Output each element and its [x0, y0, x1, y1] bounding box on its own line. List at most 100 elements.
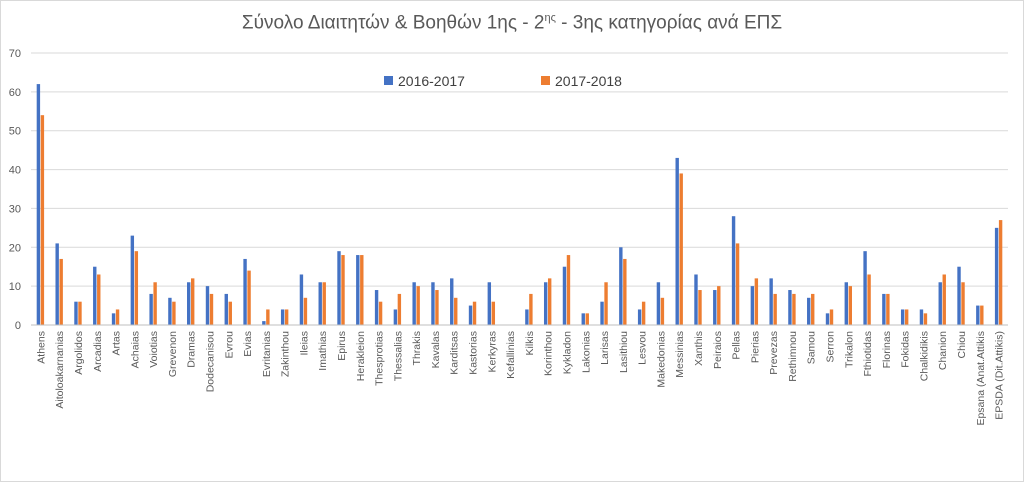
x-tick-label: Korinthou — [543, 331, 555, 376]
x-tick-label: Larisas — [599, 331, 611, 365]
x-tick-label: Kerkyras — [486, 331, 498, 372]
bar-2017-2018 — [172, 301, 176, 325]
bar-2017-2018 — [529, 293, 533, 325]
bar-2017-2018 — [735, 243, 740, 325]
bar-2017-2018 — [547, 278, 552, 325]
x-tick-label: Florinas — [881, 331, 893, 368]
bar-2017-2018 — [961, 282, 965, 325]
bar-2016-2017 — [581, 313, 585, 325]
x-tick-label: Lasithiou — [618, 331, 630, 373]
x-tick-label: EPSDA (Dit.Attikis) — [994, 331, 1006, 420]
bar-2017-2018 — [322, 282, 326, 325]
y-tick-label: 70 — [9, 48, 21, 60]
bar-2017-2018 — [923, 313, 928, 325]
bar-2017-2018 — [303, 297, 308, 325]
bar-2016-2017 — [525, 309, 529, 325]
x-tick-label: Imathias — [317, 331, 329, 371]
y-tick-label: 60 — [9, 87, 21, 99]
bar-2017-2018 — [247, 270, 251, 325]
bar-2016-2017 — [957, 266, 961, 325]
bar-2017-2018 — [115, 309, 120, 325]
bar-2016-2017 — [356, 255, 360, 325]
x-tick-label: Aitoloakarnanias — [54, 331, 66, 409]
bar-2016-2017 — [600, 301, 604, 325]
bar-2016-2017 — [93, 266, 97, 325]
x-tick-label: Chiou — [956, 331, 968, 359]
x-tick-label: Kefallinias — [505, 331, 517, 379]
bar-2016-2017 — [900, 309, 905, 325]
y-tick-label: 10 — [9, 281, 21, 293]
bar-2017-2018 — [679, 173, 683, 325]
bar-2016-2017 — [450, 278, 454, 325]
x-tick-label: Artas — [111, 331, 123, 356]
x-tick-label: Chalkidikis — [918, 331, 930, 381]
x-tick-label: Evias — [242, 331, 254, 357]
x-tick-label: Voiotias — [148, 331, 160, 368]
x-tick-label: Serron — [825, 331, 837, 363]
bar-2017-2018 — [228, 301, 232, 325]
bar-2016-2017 — [750, 286, 755, 325]
bar-2016-2017 — [713, 290, 717, 325]
x-tick-label: Kavalas — [430, 331, 442, 368]
bar-2016-2017 — [262, 321, 266, 325]
bar-2016-2017 — [393, 309, 398, 325]
x-tick-label: Epsana (Anat.Attikis — [975, 331, 987, 426]
x-tick-label: Thessalias — [392, 331, 404, 381]
y-tick-label: 20 — [9, 242, 21, 254]
bar-2017-2018 — [585, 313, 589, 325]
bar-2017-2018 — [980, 305, 984, 325]
x-tick-label: Trikalon — [843, 331, 855, 368]
bar-2016-2017 — [412, 282, 416, 325]
bar-2016-2017 — [694, 274, 698, 325]
legend-label: 2017-2018 — [555, 73, 622, 89]
y-tick-label: 30 — [9, 203, 21, 215]
x-tick-label: Karditsas — [449, 331, 461, 375]
bar-2017-2018 — [266, 309, 270, 325]
x-tick-label: Pierias — [749, 331, 761, 363]
bar-2016-2017 — [280, 309, 285, 325]
bar-2016-2017 — [562, 266, 567, 325]
bar-2016-2017 — [882, 293, 886, 325]
bar-2017-2018 — [78, 301, 82, 325]
legend-swatch — [541, 76, 550, 85]
bar-2016-2017 — [36, 84, 41, 325]
bar-2016-2017 — [468, 305, 473, 325]
x-tick-label: Fokidas — [900, 331, 912, 368]
x-tick-label: Fthiotidas — [862, 331, 874, 377]
x-tick-label: Athens — [35, 331, 47, 364]
bar-2017-2018 — [284, 309, 289, 325]
bar-2017-2018 — [153, 282, 157, 325]
bar-2016-2017 — [619, 247, 623, 325]
bar-2017-2018 — [623, 258, 627, 325]
bar-2017-2018 — [811, 293, 815, 325]
bar-2017-2018 — [416, 286, 420, 325]
x-tick-label: Rethimnou — [787, 331, 799, 382]
bar-2017-2018 — [397, 293, 402, 325]
bar-2017-2018 — [360, 255, 364, 325]
bar-2016-2017 — [130, 235, 135, 325]
bar-2017-2018 — [698, 290, 702, 325]
chart-title-rest: - 3ης κατηγορίας ανά ΕΠΣ — [555, 12, 783, 34]
bar-2016-2017 — [543, 282, 548, 325]
bar-2017-2018 — [754, 278, 759, 325]
bar-2016-2017 — [149, 293, 153, 325]
x-tick-label: Arcadias — [92, 331, 104, 372]
chart-title: Σύνολο Διαιτητών & Βοηθών 1ης - 2ης - 3η… — [0, 12, 1024, 34]
bar-2016-2017 — [675, 157, 679, 325]
bar-2016-2017 — [243, 258, 247, 325]
bar-2017-2018 — [886, 293, 890, 325]
x-tick-label: Achaias — [129, 331, 141, 368]
bar-2017-2018 — [191, 278, 195, 325]
bar-2017-2018 — [59, 258, 63, 325]
bar-2016-2017 — [731, 216, 736, 325]
y-tick-label: 40 — [9, 165, 21, 177]
x-tick-label: Makedonias — [655, 331, 667, 388]
x-tick-label: Prevezas — [768, 331, 780, 375]
bar-2017-2018 — [604, 282, 608, 325]
x-tick-label: Samou — [806, 331, 818, 364]
x-tick-label: Lesvou — [637, 331, 649, 365]
chart-title-superscript: ης — [544, 12, 556, 24]
bar-2017-2018 — [829, 309, 834, 325]
bar-2016-2017 — [844, 282, 848, 325]
